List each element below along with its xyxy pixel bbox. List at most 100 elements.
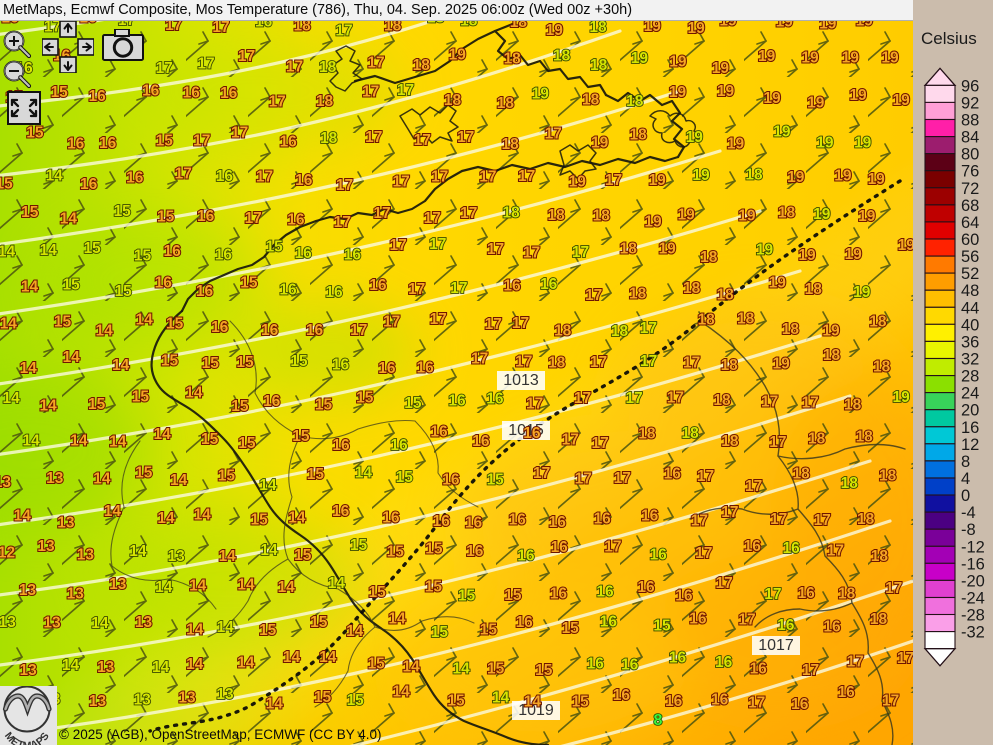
svg-text:18: 18 xyxy=(713,392,731,409)
svg-text:18: 18 xyxy=(698,312,716,329)
svg-text:19: 19 xyxy=(845,246,863,263)
svg-text:17: 17 xyxy=(745,478,762,495)
svg-text:17: 17 xyxy=(414,132,431,149)
svg-text:15: 15 xyxy=(238,435,256,452)
svg-text:16: 16 xyxy=(689,611,707,628)
svg-text:17: 17 xyxy=(640,353,657,370)
svg-text:17: 17 xyxy=(764,586,781,603)
svg-text:14: 14 xyxy=(266,695,284,712)
svg-text:17: 17 xyxy=(479,168,496,185)
svg-text:15: 15 xyxy=(218,467,236,484)
svg-text:14: 14 xyxy=(219,548,237,565)
svg-text:15: 15 xyxy=(487,661,505,678)
svg-text:15: 15 xyxy=(350,537,368,554)
svg-text:-24: -24 xyxy=(961,590,985,608)
svg-text:18: 18 xyxy=(823,347,841,364)
svg-text:68: 68 xyxy=(961,197,979,215)
svg-text:28: 28 xyxy=(961,368,979,386)
svg-text:16: 16 xyxy=(295,245,313,262)
svg-text:14: 14 xyxy=(288,510,306,527)
svg-text:15: 15 xyxy=(572,694,590,711)
svg-text:18: 18 xyxy=(548,355,566,372)
svg-text:24: 24 xyxy=(961,385,979,403)
svg-text:14: 14 xyxy=(63,349,81,366)
svg-text:88: 88 xyxy=(961,112,979,130)
svg-text:14: 14 xyxy=(155,579,173,596)
svg-text:15: 15 xyxy=(292,428,310,445)
svg-text:14: 14 xyxy=(194,507,212,524)
svg-text:17: 17 xyxy=(245,210,262,227)
svg-text:16: 16 xyxy=(838,684,856,701)
svg-text:16: 16 xyxy=(196,283,214,300)
svg-text:17: 17 xyxy=(367,55,384,72)
svg-text:16: 16 xyxy=(155,275,173,292)
svg-text:19: 19 xyxy=(669,84,687,101)
svg-text:14: 14 xyxy=(283,649,301,666)
svg-text:14: 14 xyxy=(355,465,373,482)
svg-text:16: 16 xyxy=(664,465,682,482)
svg-text:16: 16 xyxy=(211,319,229,336)
svg-text:19: 19 xyxy=(532,85,550,102)
svg-text:17: 17 xyxy=(389,237,406,254)
svg-text:16: 16 xyxy=(961,419,979,437)
svg-text:16: 16 xyxy=(255,21,273,31)
svg-text:18: 18 xyxy=(869,314,887,331)
svg-text:16: 16 xyxy=(261,322,279,339)
svg-text:15: 15 xyxy=(396,469,414,486)
svg-text:18: 18 xyxy=(611,323,629,340)
svg-text:19: 19 xyxy=(719,21,737,30)
svg-text:19: 19 xyxy=(819,21,837,32)
svg-text:-28: -28 xyxy=(961,607,985,625)
svg-text:16: 16 xyxy=(715,654,733,671)
svg-text:12: 12 xyxy=(961,436,979,454)
svg-text:15: 15 xyxy=(266,238,284,255)
svg-text:16: 16 xyxy=(517,548,535,565)
svg-text:17: 17 xyxy=(335,23,352,40)
svg-text:15: 15 xyxy=(356,389,374,406)
svg-text:14: 14 xyxy=(237,655,255,672)
svg-text:17: 17 xyxy=(526,395,543,412)
svg-text:19: 19 xyxy=(898,237,913,254)
svg-text:-12: -12 xyxy=(961,538,985,556)
svg-text:14: 14 xyxy=(39,398,57,415)
svg-text:17: 17 xyxy=(231,125,248,142)
svg-text:14: 14 xyxy=(104,503,122,520)
svg-text:18: 18 xyxy=(792,466,810,483)
svg-text:16: 16 xyxy=(279,282,297,299)
svg-text:18: 18 xyxy=(510,21,528,31)
svg-text:17: 17 xyxy=(897,650,913,667)
svg-text:17: 17 xyxy=(512,315,529,332)
svg-text:19: 19 xyxy=(758,48,776,65)
svg-text:18: 18 xyxy=(857,511,875,528)
svg-text:1017: 1017 xyxy=(758,637,794,654)
svg-text:17: 17 xyxy=(545,125,562,142)
svg-text:19: 19 xyxy=(659,240,677,257)
svg-text:18: 18 xyxy=(547,207,565,224)
svg-text:18: 18 xyxy=(681,425,699,442)
svg-text:18: 18 xyxy=(427,21,445,27)
svg-text:16: 16 xyxy=(142,83,160,100)
svg-text:17: 17 xyxy=(269,93,286,110)
svg-text:19: 19 xyxy=(798,247,816,264)
svg-text:13: 13 xyxy=(43,614,61,631)
svg-text:17: 17 xyxy=(430,311,447,328)
svg-text:17: 17 xyxy=(286,59,303,76)
svg-text:14: 14 xyxy=(60,211,78,228)
svg-text:13: 13 xyxy=(46,470,64,487)
svg-text:19: 19 xyxy=(868,171,886,188)
svg-text:15: 15 xyxy=(135,465,153,482)
svg-text:17: 17 xyxy=(397,82,414,99)
svg-text:56: 56 xyxy=(961,248,979,266)
svg-text:14: 14 xyxy=(109,434,127,451)
svg-text:40: 40 xyxy=(961,316,979,334)
svg-text:19: 19 xyxy=(449,47,467,64)
svg-text:17: 17 xyxy=(604,539,621,556)
svg-text:18: 18 xyxy=(721,357,739,374)
svg-text:16: 16 xyxy=(523,425,541,442)
svg-text:19: 19 xyxy=(858,208,876,225)
svg-text:4: 4 xyxy=(961,470,970,488)
svg-text:19: 19 xyxy=(687,21,705,37)
svg-text:19: 19 xyxy=(853,284,871,301)
svg-text:15: 15 xyxy=(54,313,72,330)
svg-text:-16: -16 xyxy=(961,555,985,573)
